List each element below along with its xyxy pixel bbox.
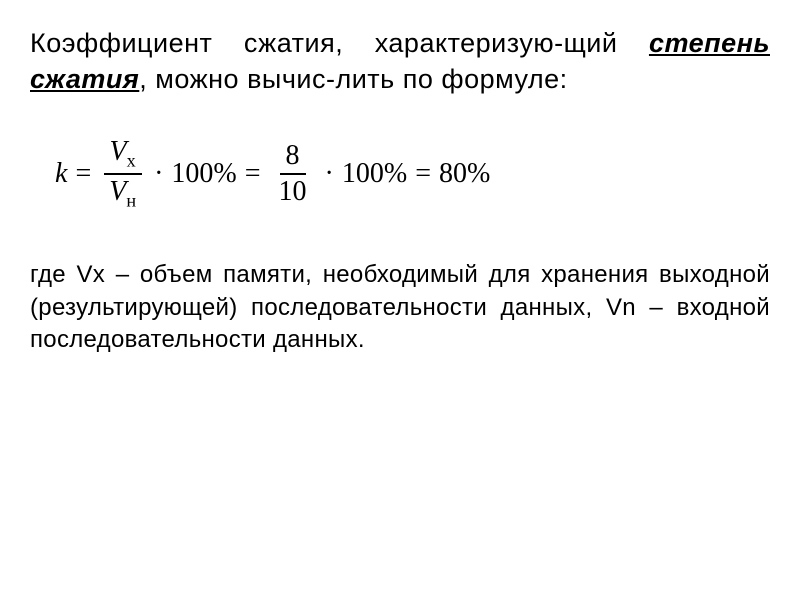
formula-k: k (55, 158, 67, 190)
formula-dot1: · (154, 158, 163, 190)
formula-fraction-1: Vх Vн (103, 138, 142, 210)
frac1-denominator: Vн (103, 175, 142, 210)
frac2-denominator: 10 (273, 175, 313, 206)
formula-hundred1: 100% (171, 158, 236, 190)
formula-eq3: = (415, 158, 431, 190)
frac2-numerator: 8 (280, 142, 306, 175)
formula-result: 80% (439, 158, 490, 190)
formula-equation: k = Vх Vн · 100% = 8 10 · 100% = 80% (55, 138, 770, 210)
paragraph-explanation: где Vx – объем памяти, необходимый для х… (30, 259, 770, 356)
formula-eq2: = (245, 158, 261, 190)
frac1-numerator: Vх (104, 138, 142, 175)
formula-fraction-2: 8 10 (273, 142, 313, 206)
para1-text-before: Коэффициент сжатия, характеризую-щий (30, 28, 649, 58)
formula-hundred2: 100% (342, 158, 407, 190)
paragraph-intro: Коэффициент сжатия, характеризую-щий сте… (30, 25, 770, 98)
para1-text-after: , можно вычис-лить по формуле: (139, 64, 567, 94)
formula-eq1: = (75, 158, 91, 190)
formula-dot2: · (325, 158, 334, 190)
